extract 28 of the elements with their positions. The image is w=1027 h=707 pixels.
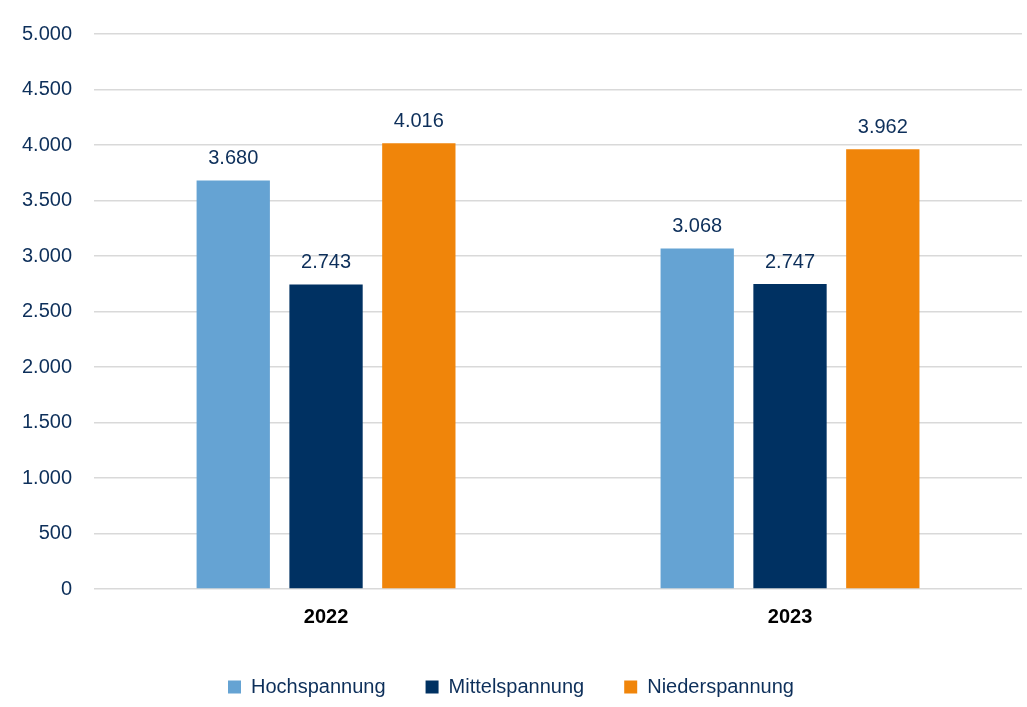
legend-label: Niederspannung [647,674,794,697]
y-tick-label: 4.500 [21,77,73,100]
data-label: 2.743 [301,250,352,273]
legend-label: Hochspannung [251,674,386,697]
y-tick-label: 1.000 [21,465,73,488]
y-tick-label: 2.500 [21,299,73,322]
x-tick-label: 2023 [767,604,813,627]
y-tick-label: 0 [60,576,73,599]
x-tick-label: 2022 [303,604,349,627]
y-tick-label: 3.500 [21,188,73,211]
y-tick-label: 3.000 [21,243,73,266]
bar [382,143,456,589]
data-label: 4.016 [393,108,444,131]
legend-label: Mittelspannung [448,674,585,697]
y-tick-label: 5.000 [21,21,73,44]
y-tick-label: 1.500 [21,410,73,433]
bar [660,248,734,589]
bar [196,180,270,589]
bar [753,284,827,589]
y-tick-label: 4.000 [21,132,73,155]
data-label: 3.068 [672,213,723,236]
y-tick-label: 500 [38,521,73,544]
data-label: 2.747 [764,249,816,272]
data-label: 3.962 [857,114,908,137]
data-label: 3.680 [208,146,259,169]
bar [289,284,363,589]
y-tick-label: 2.000 [21,354,73,377]
bar [846,149,920,589]
